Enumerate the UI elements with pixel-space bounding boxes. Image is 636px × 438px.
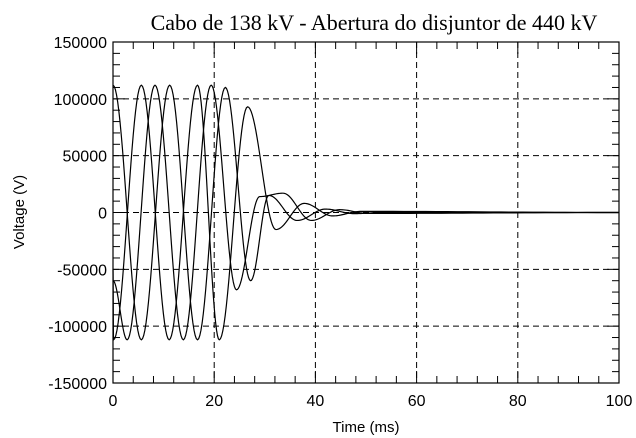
y-tick-label: 150000: [54, 35, 107, 52]
series-line-2: [112, 84, 619, 341]
x-tick-label: 40: [307, 393, 325, 410]
y-tick-labels: 150000 100000 50000 0 -50000 -100000 -150000: [48, 35, 107, 393]
x-tick-labels: 0 20 40 60 80 100: [109, 393, 633, 410]
x-tick-label: 0: [109, 393, 118, 410]
x-axis-label: Time (ms): [333, 419, 400, 436]
y-tick-label: 50000: [63, 149, 108, 166]
x-tick-label: 20: [205, 393, 223, 410]
y-tick-label: -150000: [48, 376, 107, 393]
y-tick-label: 100000: [54, 92, 107, 109]
y-tick-label: -50000: [57, 262, 107, 279]
x-tick-label: 100: [606, 393, 633, 410]
series-line-3: [112, 84, 619, 342]
plot-frame: [112, 41, 620, 384]
y-tick-label: 0: [98, 206, 107, 223]
y-axis-label: Voltage (V): [11, 175, 28, 249]
chart-title: Cabo de 138 kV - Abertura do disjuntor d…: [151, 10, 598, 35]
x-tick-label: 60: [408, 393, 426, 410]
x-tick-label: 80: [509, 393, 527, 410]
series-group: [112, 84, 619, 342]
y-tick-label: -100000: [48, 319, 107, 336]
series-line-1: [112, 84, 619, 341]
